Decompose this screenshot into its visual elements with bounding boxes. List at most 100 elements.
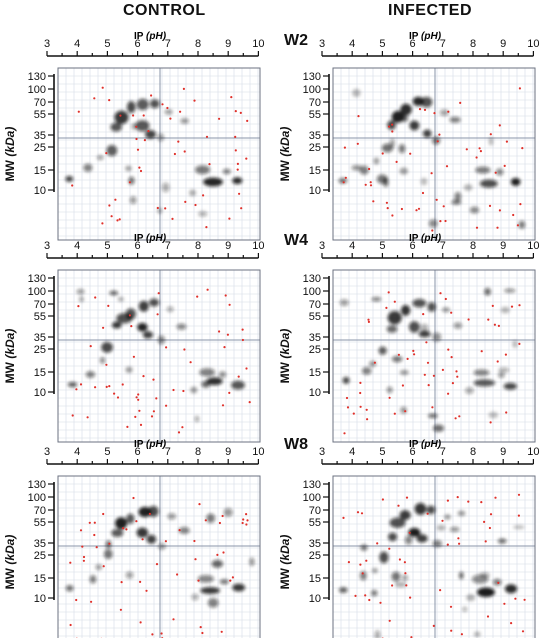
spot-marker <box>366 409 368 411</box>
spot-marker <box>80 529 82 531</box>
spot-marker <box>72 414 74 416</box>
spot-marker <box>105 364 107 366</box>
protein-spot <box>475 167 490 174</box>
spot-marker <box>455 370 457 372</box>
protein-spot <box>474 379 496 386</box>
mw-axis-title: MW (kDa) <box>278 329 292 384</box>
ip-tick-label-5: 5 <box>379 446 385 458</box>
ip-axis-unit: (pH) <box>421 439 442 450</box>
protein-spot <box>373 158 379 165</box>
ip-tick-label-7: 7 <box>440 38 446 50</box>
spot-marker <box>142 538 144 540</box>
spot-marker <box>183 88 185 90</box>
protein-spot <box>371 297 381 301</box>
mw-tick-label-70: 70 <box>34 97 46 109</box>
protein-spot <box>498 538 507 543</box>
spot-marker <box>372 200 374 202</box>
spot-marker <box>205 226 207 228</box>
mw-tick-label-15: 15 <box>309 165 321 177</box>
ip-tick-label-10: 10 <box>252 38 264 50</box>
protein-spot <box>65 176 73 182</box>
spot-marker <box>238 376 240 378</box>
protein-spot <box>198 575 214 583</box>
spot-marker <box>119 115 121 117</box>
spot-marker <box>368 168 370 170</box>
spot-marker <box>181 426 183 428</box>
spot-marker <box>206 136 208 138</box>
mw-axis-unit: (kDa) <box>278 329 292 359</box>
spot-marker <box>249 401 251 403</box>
spot-marker <box>94 386 96 388</box>
mw-tick-label-100: 100 <box>28 492 46 504</box>
ip-tick-label-3: 3 <box>319 38 325 50</box>
protein-spot <box>109 291 118 296</box>
spot-marker <box>196 296 198 298</box>
protein-spot <box>432 540 442 547</box>
spot-marker <box>135 126 137 128</box>
mw-tick-label-15: 15 <box>309 367 321 379</box>
spot-marker <box>83 556 85 558</box>
spot-marker <box>344 147 346 149</box>
spot-marker <box>391 584 393 586</box>
protein-spot <box>444 514 450 520</box>
spot-marker <box>343 432 345 434</box>
spot-marker <box>433 625 435 627</box>
protein-spot <box>149 299 159 307</box>
spot-marker <box>397 505 399 507</box>
mw-axis-unit: (kDa) <box>3 535 17 565</box>
spot-marker <box>190 361 192 363</box>
protein-spot <box>158 133 164 141</box>
ip-tick-label-6: 6 <box>410 38 416 50</box>
protein-spot <box>519 221 526 229</box>
spot-marker <box>409 532 411 534</box>
protein-spot <box>440 109 449 116</box>
spot-marker <box>451 356 453 358</box>
spot-marker <box>439 589 441 591</box>
protein-spot <box>90 575 97 583</box>
mw-tick-label-35: 35 <box>309 130 321 142</box>
spot-marker <box>382 498 384 500</box>
protein-spot <box>474 369 490 375</box>
spot-marker <box>436 199 438 201</box>
spot-marker <box>388 548 390 550</box>
spot-marker <box>370 181 372 183</box>
spot-marker <box>165 346 167 348</box>
spot-marker <box>130 325 132 327</box>
protein-spot <box>249 558 254 567</box>
protein-spot <box>360 544 367 550</box>
spot-marker <box>174 153 176 155</box>
spot-marker <box>222 515 224 517</box>
gel-background <box>333 68 535 240</box>
spot-marker <box>425 341 427 343</box>
spot-marker <box>503 603 505 605</box>
spot-marker <box>357 115 359 117</box>
spot-marker <box>70 624 72 626</box>
spot-marker <box>367 319 369 321</box>
spot-marker <box>171 218 173 220</box>
protein-spot <box>351 165 362 170</box>
protein-spot <box>126 514 134 524</box>
spot-marker <box>102 513 104 515</box>
protein-spot <box>199 368 215 376</box>
protein-spot <box>126 572 134 579</box>
spot-marker <box>111 215 113 217</box>
protein-spot <box>137 528 148 538</box>
spot-marker <box>447 500 449 502</box>
protein-spot <box>145 130 156 139</box>
mw-tick-label-10: 10 <box>309 387 321 399</box>
spot-marker <box>238 193 240 195</box>
spot-marker <box>415 209 417 211</box>
ip-tick-label-5: 5 <box>104 240 110 252</box>
mw-axis-unit: (kDa) <box>278 127 292 157</box>
ip-tick-label-5: 5 <box>104 446 110 458</box>
spot-marker <box>240 207 242 209</box>
spot-marker <box>172 389 174 391</box>
spot-marker <box>216 554 218 556</box>
spot-marker <box>155 397 157 399</box>
spot-marker <box>402 384 404 386</box>
spot-marker <box>103 565 105 567</box>
ip-axis-unit: (pH) <box>146 31 167 42</box>
